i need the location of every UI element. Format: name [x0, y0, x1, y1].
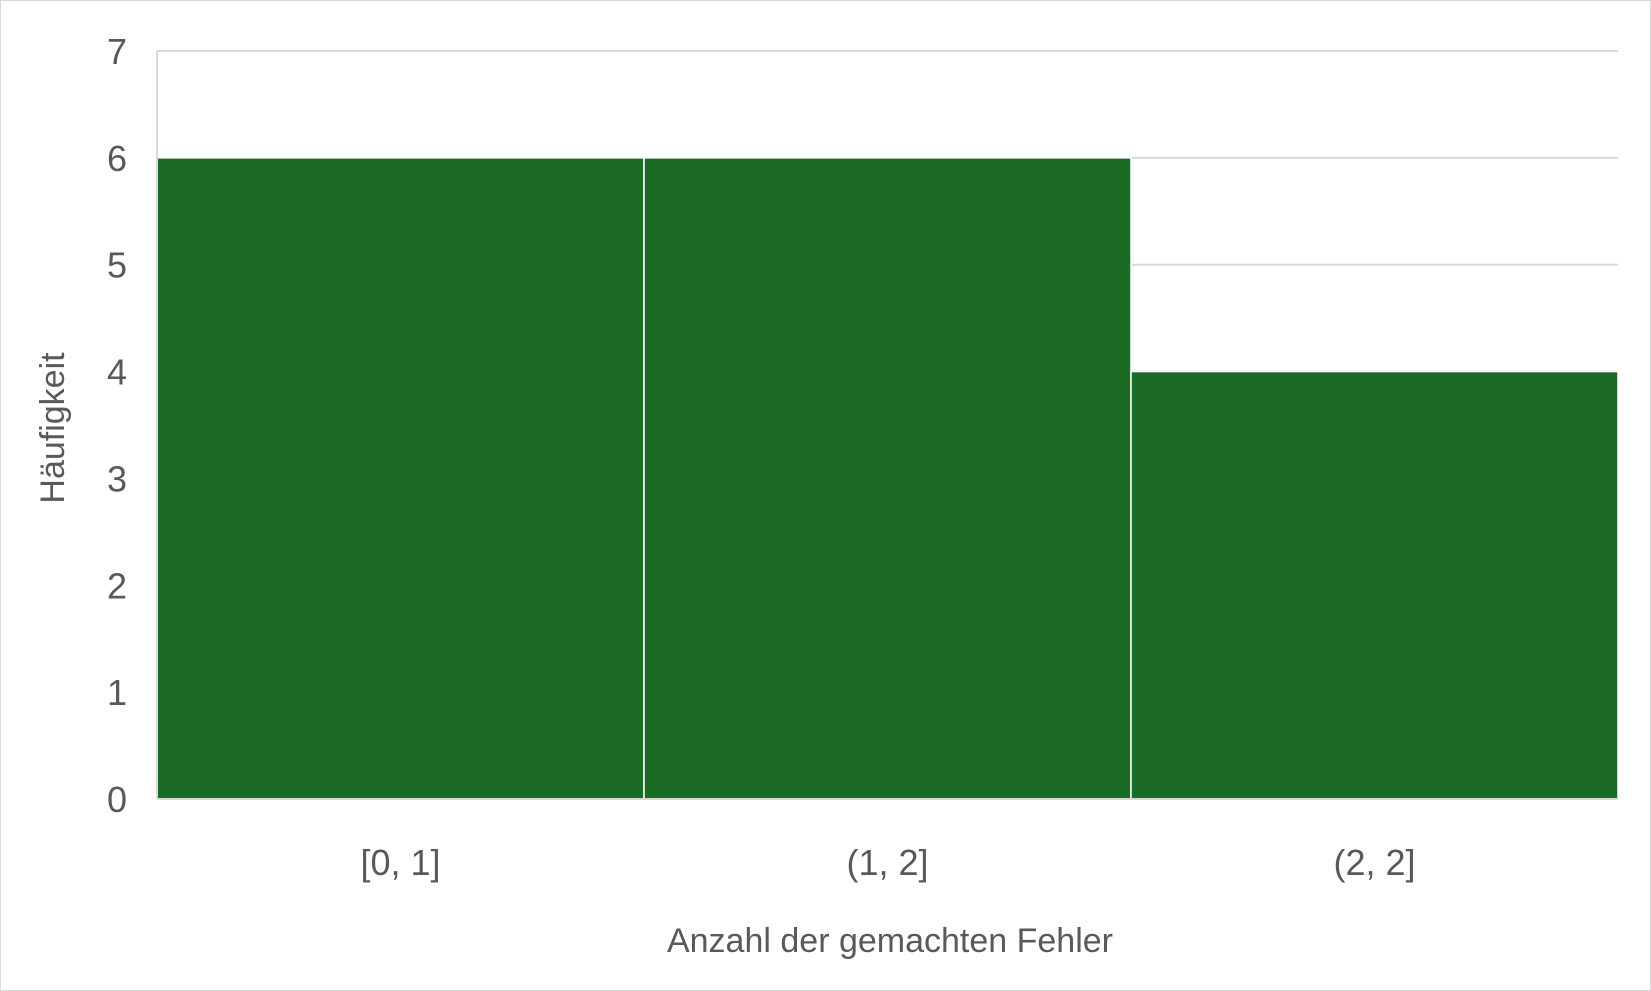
x-tick-label: [0, 1]: [360, 842, 440, 883]
y-tick-label: 5: [107, 245, 127, 286]
y-tick-label: 1: [107, 672, 127, 713]
y-axis-title: Häufigkeit: [34, 352, 72, 504]
y-tick-label: 0: [107, 779, 127, 820]
x-tick-label: (2, 2]: [1333, 842, 1415, 883]
y-tick-labels: 0 1 2 3 4 5 6 7: [107, 31, 127, 820]
y-tick-label: 3: [107, 458, 127, 499]
x-axis-title: Anzahl der gemachten Fehler: [667, 922, 1113, 960]
x-tick-label: (1, 2]: [846, 842, 928, 883]
y-tick-label: 4: [107, 352, 127, 393]
bar: [156, 157, 645, 800]
y-tick-label: 6: [107, 138, 127, 179]
bar: [1130, 370, 1619, 800]
x-tick-labels: [0, 1] (1, 2] (2, 2]: [360, 842, 1415, 883]
y-tick-label: 2: [107, 565, 127, 606]
y-tick-label: 7: [107, 31, 127, 72]
bar: [643, 157, 1132, 800]
axes: [156, 51, 1618, 800]
bars: [156, 157, 1619, 800]
